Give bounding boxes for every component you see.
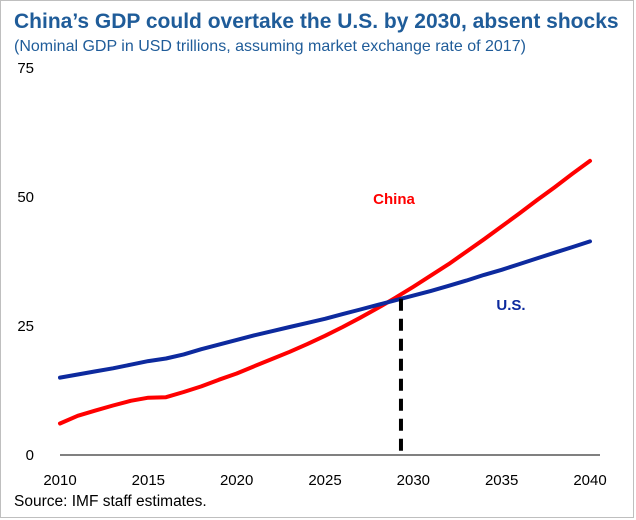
chart-subtitle: (Nominal GDP in USD trillions, assuming … [14,38,526,55]
x-tick-label: 2040 [573,472,606,489]
series-line-us [58,239,592,380]
x-tick-label: 2015 [132,472,165,489]
x-tick-label: 2010 [43,472,76,489]
chart-title: China’s GDP could overtake the U.S. by 2… [14,10,619,33]
axes: 0 25 50 75 2010 2015 2020 2025 2030 2035 2040 [17,60,606,489]
x-tick-label: 2035 [485,472,518,489]
series-labels: China U.S. [373,191,525,314]
series-label-china: China [373,191,415,208]
x-tick-label: 2020 [220,472,253,489]
series-label-us: U.S. [496,297,525,314]
y-tick-label: 25 [17,318,34,335]
x-tick-label: 2030 [397,472,430,489]
series-line-china [58,158,592,426]
chart-source: Source: IMF staff estimates. [14,493,207,510]
y-tick-label: 50 [17,189,34,206]
x-tick-label: 2025 [308,472,341,489]
series-group [58,158,592,426]
y-tick-label: 75 [17,60,34,77]
y-tick-label: 0 [26,447,34,464]
